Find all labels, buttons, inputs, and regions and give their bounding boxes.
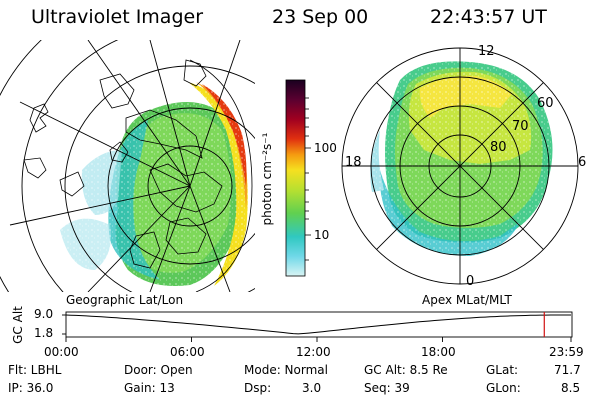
geographic-caption: Geographic Lat/Lon — [66, 293, 184, 307]
glon-value: 8.5 — [561, 381, 581, 395]
altitude-plot — [62, 311, 573, 342]
mlt-label-0: 0 — [466, 274, 475, 289]
polar-grid — [341, 47, 579, 285]
dsp-label: Dsp: — [244, 381, 272, 395]
colorbar-tick-10: 10 — [314, 228, 330, 242]
gain-info: Gain: 13 — [124, 381, 175, 395]
colorbar-unit-label: photon cm⁻²s⁻¹ — [260, 132, 274, 226]
glat-label: GLat: — [486, 363, 519, 377]
apex-caption: Apex MLat/MLT — [422, 293, 512, 307]
gc-alt-info: GC Alt: 8.5 Re — [364, 363, 448, 377]
door-info: Door: Open — [124, 363, 193, 377]
left-aurora-oval — [0, 40, 255, 292]
colorbar-tick-100: 100 — [314, 141, 337, 155]
altitude-xtick-0: 00:00 — [44, 345, 79, 359]
mlt-label-18: 18 — [345, 155, 362, 170]
altitude-xtick-3: 18:00 — [421, 345, 456, 359]
mlat-label-80: 80 — [490, 140, 507, 155]
altitude-ytick-min: 1.8 — [34, 326, 54, 340]
altitude-xtick-4: 23:59 — [549, 345, 584, 359]
geographic-map — [0, 40, 255, 292]
glat-value: 71.7 — [554, 363, 581, 377]
colorbar-ticks — [305, 97, 311, 261]
date-label: 23 Sep 00 — [272, 6, 369, 28]
mlt-label-12: 12 — [478, 44, 495, 59]
mode-info: Mode: Normal — [244, 363, 328, 377]
instrument-title: Ultraviolet Imager — [31, 6, 204, 28]
colorbar-scale — [285, 79, 306, 277]
mlt-label-6: 6 — [578, 155, 587, 170]
altitude-curve — [65, 314, 571, 335]
left-lat-circles — [0, 40, 255, 292]
filter-info: Flt: LBHL — [8, 363, 62, 377]
polar-map — [341, 47, 579, 285]
dsp-value: 3.0 — [302, 381, 322, 395]
glon-label: GLon: — [486, 381, 521, 395]
altitude-xtick-1: 06:00 — [170, 345, 205, 359]
altitude-ticks — [62, 314, 572, 342]
mlat-label-60: 60 — [537, 96, 554, 111]
mlat-label-70: 70 — [512, 119, 529, 134]
altitude-ytick-max: 9.0 — [34, 307, 54, 321]
seq-info: Seq: 39 — [364, 381, 410, 395]
ip-info: IP: 36.0 — [8, 381, 54, 395]
altitude-plot-frame — [65, 311, 573, 338]
time-label: 22:43:57 UT — [430, 6, 547, 28]
altitude-ylabel: GC Alt — [11, 306, 25, 344]
left-coastlines — [23, 59, 223, 269]
altitude-xtick-2: 12:00 — [296, 345, 331, 359]
